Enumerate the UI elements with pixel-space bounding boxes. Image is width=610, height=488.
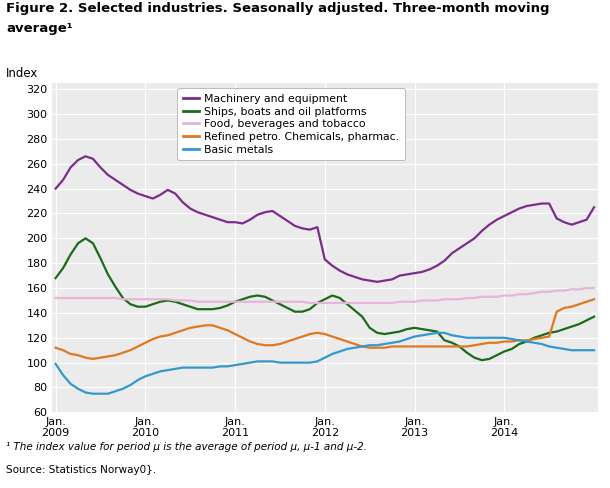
- Machinery and equipment: [553, 216, 561, 222]
- Machinery and equipment: [52, 186, 59, 192]
- Text: Source: Statistics Norway0}.: Source: Statistics Norway0}.: [6, 465, 156, 474]
- Refined petro. Chemicals, pharmac.: [523, 337, 531, 343]
- Line: Ships, boats and oil platforms: Ships, boats and oil platforms: [56, 238, 594, 360]
- Refined petro. Chemicals, pharmac.: [239, 335, 246, 341]
- Basic metals: [89, 391, 96, 397]
- Ships, boats and oil platforms: [52, 275, 59, 281]
- Ships, boats and oil platforms: [478, 357, 486, 363]
- Ships, boats and oil platforms: [82, 235, 89, 241]
- Basic metals: [433, 330, 440, 336]
- Refined petro. Chemicals, pharmac.: [89, 356, 96, 362]
- Food, beverages and tobacco: [329, 300, 336, 306]
- Line: Refined petro. Chemicals, pharmac.: Refined petro. Chemicals, pharmac.: [56, 299, 594, 359]
- Refined petro. Chemicals, pharmac.: [329, 334, 336, 340]
- Text: average¹: average¹: [6, 22, 73, 35]
- Basic metals: [553, 345, 561, 351]
- Machinery and equipment: [531, 202, 538, 208]
- Refined petro. Chemicals, pharmac.: [545, 334, 553, 340]
- Basic metals: [52, 361, 59, 367]
- Food, beverages and tobacco: [306, 300, 314, 306]
- Basic metals: [590, 347, 598, 353]
- Ships, boats and oil platforms: [553, 328, 561, 334]
- Food, beverages and tobacco: [171, 298, 179, 304]
- Machinery and equipment: [590, 204, 598, 210]
- Food, beverages and tobacco: [508, 293, 515, 299]
- Machinery and equipment: [239, 221, 246, 226]
- Machinery and equipment: [179, 200, 187, 205]
- Food, beverages and tobacco: [590, 285, 598, 291]
- Basic metals: [531, 340, 538, 346]
- Refined petro. Chemicals, pharmac.: [179, 327, 187, 333]
- Basic metals: [515, 337, 523, 343]
- Machinery and equipment: [515, 205, 523, 211]
- Text: Figure 2. Selected industries. Seasonally adjusted. Three-month moving: Figure 2. Selected industries. Seasonall…: [6, 2, 550, 16]
- Text: ¹ The index value for period μ is the average of period μ, μ-1 and μ-2.: ¹ The index value for period μ is the av…: [6, 442, 367, 451]
- Basic metals: [179, 365, 187, 370]
- Food, beverages and tobacco: [583, 285, 590, 291]
- Line: Food, beverages and tobacco: Food, beverages and tobacco: [56, 288, 594, 303]
- Ships, boats and oil platforms: [590, 314, 598, 320]
- Food, beverages and tobacco: [545, 289, 553, 295]
- Food, beverages and tobacco: [52, 295, 59, 301]
- Ships, boats and oil platforms: [179, 301, 187, 307]
- Machinery and equipment: [329, 263, 336, 268]
- Machinery and equipment: [82, 153, 89, 159]
- Machinery and equipment: [373, 279, 381, 285]
- Ships, boats and oil platforms: [239, 296, 246, 302]
- Refined petro. Chemicals, pharmac.: [590, 296, 598, 302]
- Line: Machinery and equipment: Machinery and equipment: [56, 156, 594, 282]
- Food, beverages and tobacco: [523, 291, 531, 297]
- Basic metals: [239, 361, 246, 367]
- Ships, boats and oil platforms: [515, 341, 523, 347]
- Ships, boats and oil platforms: [329, 293, 336, 299]
- Text: Index: Index: [5, 67, 38, 80]
- Ships, boats and oil platforms: [531, 335, 538, 341]
- Refined petro. Chemicals, pharmac.: [52, 345, 59, 351]
- Basic metals: [329, 351, 336, 357]
- Legend: Machinery and equipment, Ships, boats and oil platforms, Food, beverages and tob: Machinery and equipment, Ships, boats an…: [178, 88, 405, 160]
- Food, beverages and tobacco: [231, 299, 239, 305]
- Line: Basic metals: Basic metals: [56, 333, 594, 394]
- Refined petro. Chemicals, pharmac.: [508, 339, 515, 345]
